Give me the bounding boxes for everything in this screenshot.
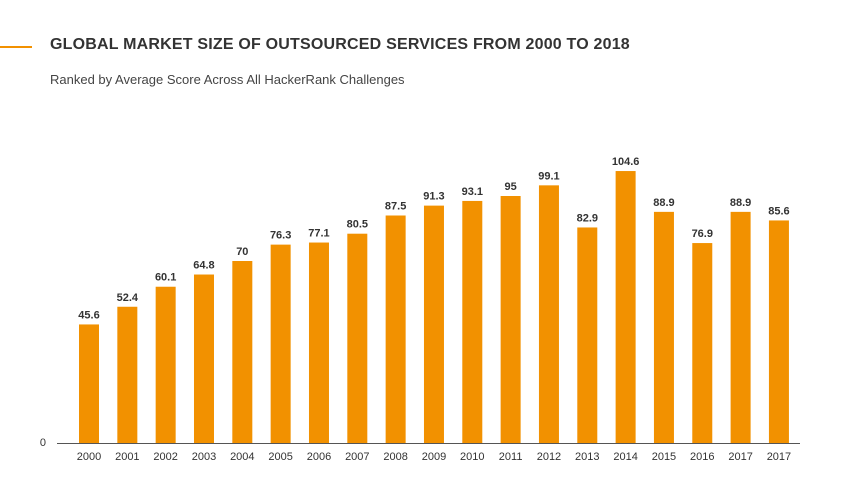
bar xyxy=(423,205,444,443)
x-tick-label: 2011 xyxy=(499,451,523,463)
bar xyxy=(577,227,598,443)
bar xyxy=(308,242,329,443)
x-tick-label: 2008 xyxy=(383,451,407,463)
x-tick-label: 2000 xyxy=(77,451,101,463)
bar-value-label: 60.1 xyxy=(155,272,176,284)
x-tick-label: 2007 xyxy=(345,451,369,463)
x-tick-label: 2005 xyxy=(268,451,292,463)
x-tick-label: 2013 xyxy=(575,451,599,463)
bar-value-label: 80.5 xyxy=(347,219,368,231)
value-labels-layer: 45.6 52.4 60.1 64.8 70 76.3 77.1 80.5 87.5 91.3 93… xyxy=(78,156,789,321)
bar xyxy=(193,274,214,443)
bar xyxy=(653,211,674,443)
x-tick-labels-layer: 2000 2001 2002 2003 2004 2005 2006 2007 2008 2009… xyxy=(77,451,791,463)
bar-value-label: 76.3 xyxy=(270,230,291,242)
x-tick-label: 2017 xyxy=(767,451,791,463)
bar-value-label: 82.9 xyxy=(577,212,598,224)
x-tick-label: 2016 xyxy=(690,451,714,463)
bar xyxy=(538,185,559,443)
bar-value-label: 93.1 xyxy=(462,186,483,198)
bar xyxy=(270,244,291,443)
bar xyxy=(232,261,253,443)
x-tick-label: 2015 xyxy=(652,451,676,463)
bar xyxy=(500,196,521,443)
bar-value-label: 52.4 xyxy=(117,292,139,304)
bar-value-label: 104.6 xyxy=(612,156,640,168)
bar xyxy=(768,220,789,443)
bar xyxy=(155,286,176,443)
x-tick-label: 2003 xyxy=(192,451,216,463)
bar-value-label: 99.1 xyxy=(538,170,559,182)
bar-value-label: 87.5 xyxy=(385,201,406,213)
chart-title: GLOBAL MARKET SIZE OF OUTSOURCED SERVICE… xyxy=(50,36,630,53)
x-tick-label: 2012 xyxy=(537,451,561,463)
title-accent-line xyxy=(0,46,32,48)
x-tick-label: 2006 xyxy=(307,451,331,463)
x-tick-label: 2010 xyxy=(460,451,484,463)
bar xyxy=(79,324,99,443)
bar-value-label: 76.9 xyxy=(692,228,713,240)
bar xyxy=(347,233,368,443)
bar-value-label: 88.9 xyxy=(653,197,674,209)
bar xyxy=(462,200,483,443)
bar xyxy=(615,171,636,444)
x-tick-label: 2001 xyxy=(115,451,139,463)
bar-value-label: 70 xyxy=(236,246,248,258)
y-tick-label-zero: 0 xyxy=(40,437,46,449)
bar-value-label: 77.1 xyxy=(308,228,329,240)
bar-value-label: 91.3 xyxy=(423,191,444,203)
bar-value-label: 85.6 xyxy=(768,205,789,217)
bar-value-label: 88.9 xyxy=(730,197,751,209)
bar-value-label: 64.8 xyxy=(193,260,214,272)
bar-value-label: 45.6 xyxy=(78,309,99,321)
chart-subtitle: Ranked by Average Score Across All Hacke… xyxy=(50,72,405,87)
x-tick-label: 2004 xyxy=(230,451,254,463)
bar xyxy=(692,243,713,443)
x-tick-label: 2014 xyxy=(613,451,637,463)
bar xyxy=(117,306,138,443)
x-tick-label: 2009 xyxy=(422,451,446,463)
x-tick-label: 2017 xyxy=(728,451,752,463)
bar xyxy=(730,211,751,443)
bar xyxy=(385,215,406,443)
x-tick-label: 2002 xyxy=(153,451,177,463)
bars-layer xyxy=(79,171,789,444)
bar-value-label: 95 xyxy=(505,181,517,193)
